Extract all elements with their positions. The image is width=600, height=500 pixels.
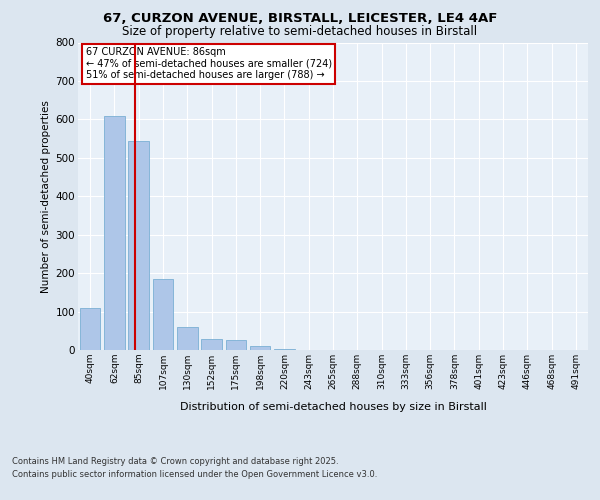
Bar [128,140,149,350]
Text: Contains HM Land Registry data © Crown copyright and database right 2025.: Contains HM Land Registry data © Crown c… [12,458,338,466]
Text: 67 CURZON AVENUE: 86sqm
← 47% of semi-detached houses are smaller (724)
51% of s: 67 CURZON AVENUE: 86sqm ← 47% of semi-de… [86,47,332,80]
Bar [274,349,295,350]
Bar [226,340,246,350]
Text: Contains public sector information licensed under the Open Government Licence v3: Contains public sector information licen… [12,470,377,479]
Bar [80,308,100,350]
Text: Distribution of semi-detached houses by size in Birstall: Distribution of semi-detached houses by … [179,402,487,412]
Bar [104,116,125,350]
Text: Size of property relative to semi-detached houses in Birstall: Size of property relative to semi-detach… [122,25,478,38]
Y-axis label: Number of semi-detached properties: Number of semi-detached properties [41,100,52,292]
Bar [152,279,173,350]
Bar [250,346,271,350]
Text: 67, CURZON AVENUE, BIRSTALL, LEICESTER, LE4 4AF: 67, CURZON AVENUE, BIRSTALL, LEICESTER, … [103,12,497,26]
Bar [201,339,222,350]
Bar [177,327,197,350]
